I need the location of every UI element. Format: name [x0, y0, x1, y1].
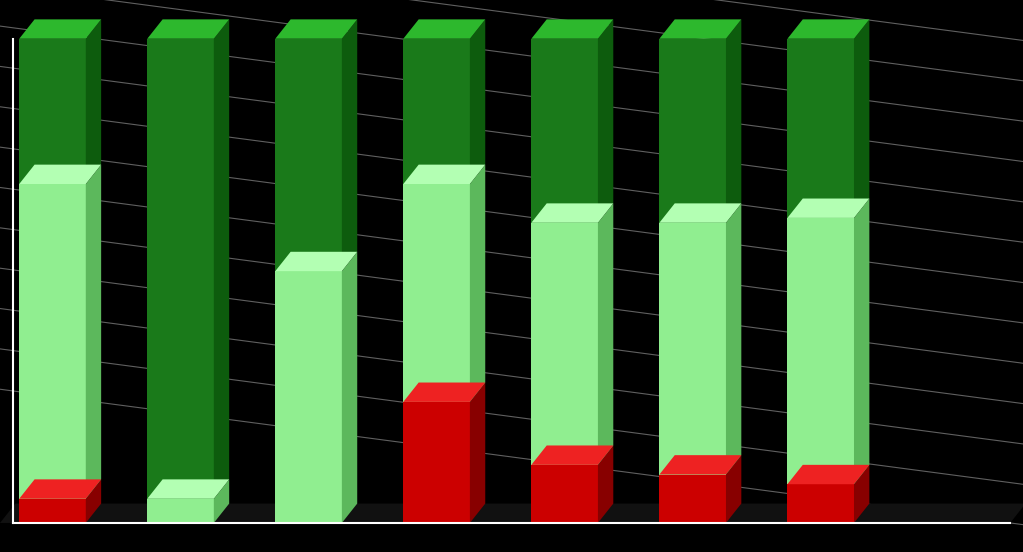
Polygon shape	[275, 252, 357, 271]
Polygon shape	[726, 19, 742, 223]
Polygon shape	[597, 203, 613, 465]
Polygon shape	[788, 465, 870, 484]
Polygon shape	[470, 164, 485, 402]
Polygon shape	[788, 484, 854, 523]
Polygon shape	[854, 465, 870, 523]
Polygon shape	[0, 503, 1023, 523]
Polygon shape	[531, 39, 597, 223]
Polygon shape	[275, 19, 357, 39]
Polygon shape	[660, 455, 742, 475]
Polygon shape	[531, 223, 597, 465]
Polygon shape	[470, 383, 485, 523]
Polygon shape	[470, 19, 485, 184]
Polygon shape	[788, 218, 854, 484]
Polygon shape	[403, 383, 485, 402]
Polygon shape	[147, 479, 229, 499]
Polygon shape	[19, 19, 101, 39]
Polygon shape	[854, 19, 870, 218]
Polygon shape	[660, 19, 742, 39]
Polygon shape	[86, 164, 101, 499]
Polygon shape	[531, 203, 613, 223]
Polygon shape	[19, 39, 86, 184]
Polygon shape	[403, 19, 485, 39]
Polygon shape	[788, 39, 854, 218]
Polygon shape	[19, 499, 86, 523]
Polygon shape	[275, 271, 342, 523]
Polygon shape	[403, 402, 470, 523]
Polygon shape	[531, 465, 597, 523]
Polygon shape	[19, 184, 86, 499]
Polygon shape	[275, 39, 342, 271]
Polygon shape	[19, 164, 101, 184]
Polygon shape	[660, 475, 726, 523]
Polygon shape	[531, 19, 613, 39]
Polygon shape	[854, 199, 870, 484]
Polygon shape	[660, 203, 742, 223]
Polygon shape	[19, 479, 101, 499]
Polygon shape	[214, 19, 229, 499]
Polygon shape	[342, 252, 357, 523]
Polygon shape	[726, 455, 742, 523]
Polygon shape	[597, 445, 613, 523]
Polygon shape	[531, 445, 613, 465]
Polygon shape	[147, 19, 229, 39]
Polygon shape	[403, 39, 470, 184]
Polygon shape	[147, 39, 214, 499]
Polygon shape	[788, 19, 870, 39]
Polygon shape	[342, 19, 357, 271]
Polygon shape	[660, 223, 726, 475]
Polygon shape	[403, 164, 485, 184]
Polygon shape	[86, 479, 101, 523]
Polygon shape	[86, 19, 101, 184]
Polygon shape	[147, 499, 214, 523]
Polygon shape	[403, 184, 470, 402]
Polygon shape	[660, 39, 726, 223]
Polygon shape	[597, 19, 613, 223]
Polygon shape	[788, 199, 870, 218]
Polygon shape	[214, 479, 229, 523]
Polygon shape	[726, 203, 742, 475]
